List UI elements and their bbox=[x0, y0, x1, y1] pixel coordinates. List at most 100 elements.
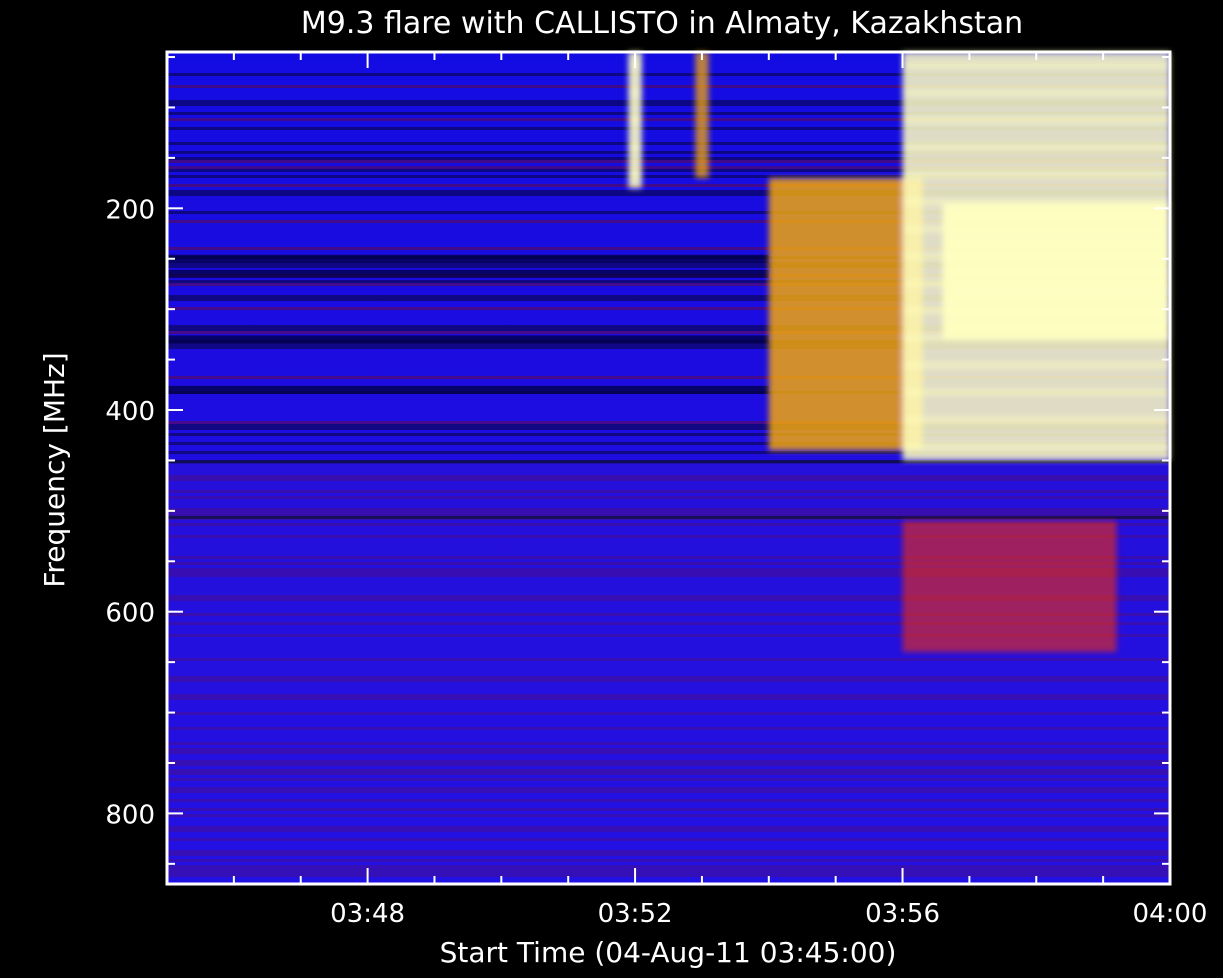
frequency-band bbox=[167, 382, 1170, 385]
frequency-band bbox=[167, 793, 1170, 796]
frequency-band bbox=[167, 82, 1170, 85]
frequency-band bbox=[167, 502, 1170, 505]
frequency-band bbox=[167, 766, 1170, 769]
frequency-band bbox=[167, 268, 1170, 271]
frequency-band bbox=[167, 379, 1170, 382]
frequency-band bbox=[167, 373, 1170, 376]
frequency-band bbox=[167, 835, 1170, 838]
frequency-band bbox=[167, 265, 1170, 268]
frequency-band bbox=[167, 847, 1170, 850]
frequency-band bbox=[167, 571, 1170, 574]
frequency-band bbox=[167, 301, 1170, 304]
frequency-band bbox=[167, 490, 1170, 493]
frequency-band bbox=[167, 454, 1170, 457]
frequency-band bbox=[167, 850, 1170, 853]
frequency-band bbox=[167, 157, 1170, 160]
frequency-band bbox=[167, 289, 1170, 292]
frequency-band bbox=[167, 670, 1170, 673]
frequency-band bbox=[167, 820, 1170, 823]
frequency-band bbox=[167, 238, 1170, 241]
frequency-band bbox=[167, 628, 1170, 631]
y-tick-label: 800 bbox=[105, 800, 155, 830]
frequency-band bbox=[167, 871, 1170, 874]
frequency-band bbox=[167, 277, 1170, 280]
frequency-band bbox=[167, 208, 1170, 211]
frequency-band bbox=[167, 190, 1170, 193]
dark-band bbox=[167, 335, 769, 344]
frequency-band bbox=[167, 667, 1170, 670]
frequency-band bbox=[167, 253, 1170, 256]
frequency-band bbox=[167, 853, 1170, 856]
frequency-band bbox=[167, 787, 1170, 790]
frequency-band bbox=[167, 163, 1170, 166]
frequency-band bbox=[167, 856, 1170, 859]
frequency-band bbox=[167, 361, 1170, 364]
frequency-band bbox=[167, 862, 1170, 865]
frequency-band bbox=[167, 196, 1170, 199]
frequency-band bbox=[167, 451, 1170, 454]
frequency-band bbox=[167, 304, 1170, 307]
frequency-band bbox=[167, 187, 1170, 190]
frequency-band bbox=[167, 229, 1170, 232]
frequency-band bbox=[167, 172, 1170, 175]
frequency-band bbox=[167, 199, 1170, 202]
frequency-band bbox=[167, 550, 1170, 553]
dark-band bbox=[167, 269, 769, 278]
frequency-band bbox=[167, 547, 1170, 550]
frequency-band bbox=[167, 427, 1170, 430]
frequency-band bbox=[167, 838, 1170, 841]
frequency-band bbox=[167, 394, 1170, 397]
frequency-band bbox=[167, 538, 1170, 541]
frequency-band bbox=[167, 622, 1170, 625]
frequency-band bbox=[167, 610, 1170, 613]
frequency-band bbox=[167, 88, 1170, 91]
frequency-band bbox=[167, 709, 1170, 712]
frequency-band bbox=[167, 148, 1170, 151]
frequency-band bbox=[167, 613, 1170, 616]
frequency-band bbox=[167, 184, 1170, 187]
frequency-band bbox=[167, 436, 1170, 439]
frequency-band bbox=[167, 370, 1170, 373]
frequency-band bbox=[167, 874, 1170, 877]
burst-feature-stripe bbox=[942, 268, 1170, 275]
frequency-band bbox=[167, 403, 1170, 406]
frequency-band bbox=[167, 97, 1170, 100]
frequency-band bbox=[167, 313, 1170, 316]
frequency-band bbox=[167, 586, 1170, 589]
frequency-band bbox=[167, 283, 1170, 286]
frequency-band bbox=[167, 865, 1170, 868]
frequency-band bbox=[167, 418, 1170, 421]
frequency-band bbox=[167, 226, 1170, 229]
frequency-band bbox=[167, 529, 1170, 532]
frequency-band bbox=[167, 61, 1170, 64]
frequency-band bbox=[167, 826, 1170, 829]
frequency-band bbox=[167, 562, 1170, 565]
frequency-band bbox=[167, 514, 1170, 517]
chart-title: M9.3 flare with CALLISTO in Almaty, Kaza… bbox=[301, 6, 1023, 41]
frequency-band bbox=[167, 91, 1170, 94]
frequency-band bbox=[167, 727, 1170, 730]
frequency-band bbox=[167, 598, 1170, 601]
frequency-band bbox=[167, 463, 1170, 466]
frequency-band bbox=[167, 526, 1170, 529]
frequency-band bbox=[167, 607, 1170, 610]
plot-frame bbox=[165, 50, 1172, 886]
burst-feature-stripe bbox=[628, 89, 642, 96]
frequency-band bbox=[167, 220, 1170, 223]
frequency-band bbox=[167, 412, 1170, 415]
burst-feature-stripe bbox=[942, 241, 1170, 248]
frequency-band bbox=[167, 352, 1170, 355]
frequency-band bbox=[167, 625, 1170, 628]
frequency-band bbox=[167, 358, 1170, 361]
frequency-band bbox=[167, 736, 1170, 739]
frequency-band bbox=[167, 472, 1170, 475]
burst-feature-stripe bbox=[902, 362, 1170, 369]
frequency-band bbox=[167, 112, 1170, 115]
frequency-band bbox=[167, 484, 1170, 487]
burst-feature-stripe bbox=[628, 117, 642, 124]
x-axis: 03:48 03:52 03:56 04:00 bbox=[166, 52, 1207, 929]
frequency-band bbox=[167, 541, 1170, 544]
frequency-band bbox=[167, 859, 1170, 862]
frequency-band bbox=[167, 508, 1170, 511]
frequency-band bbox=[167, 409, 1170, 412]
